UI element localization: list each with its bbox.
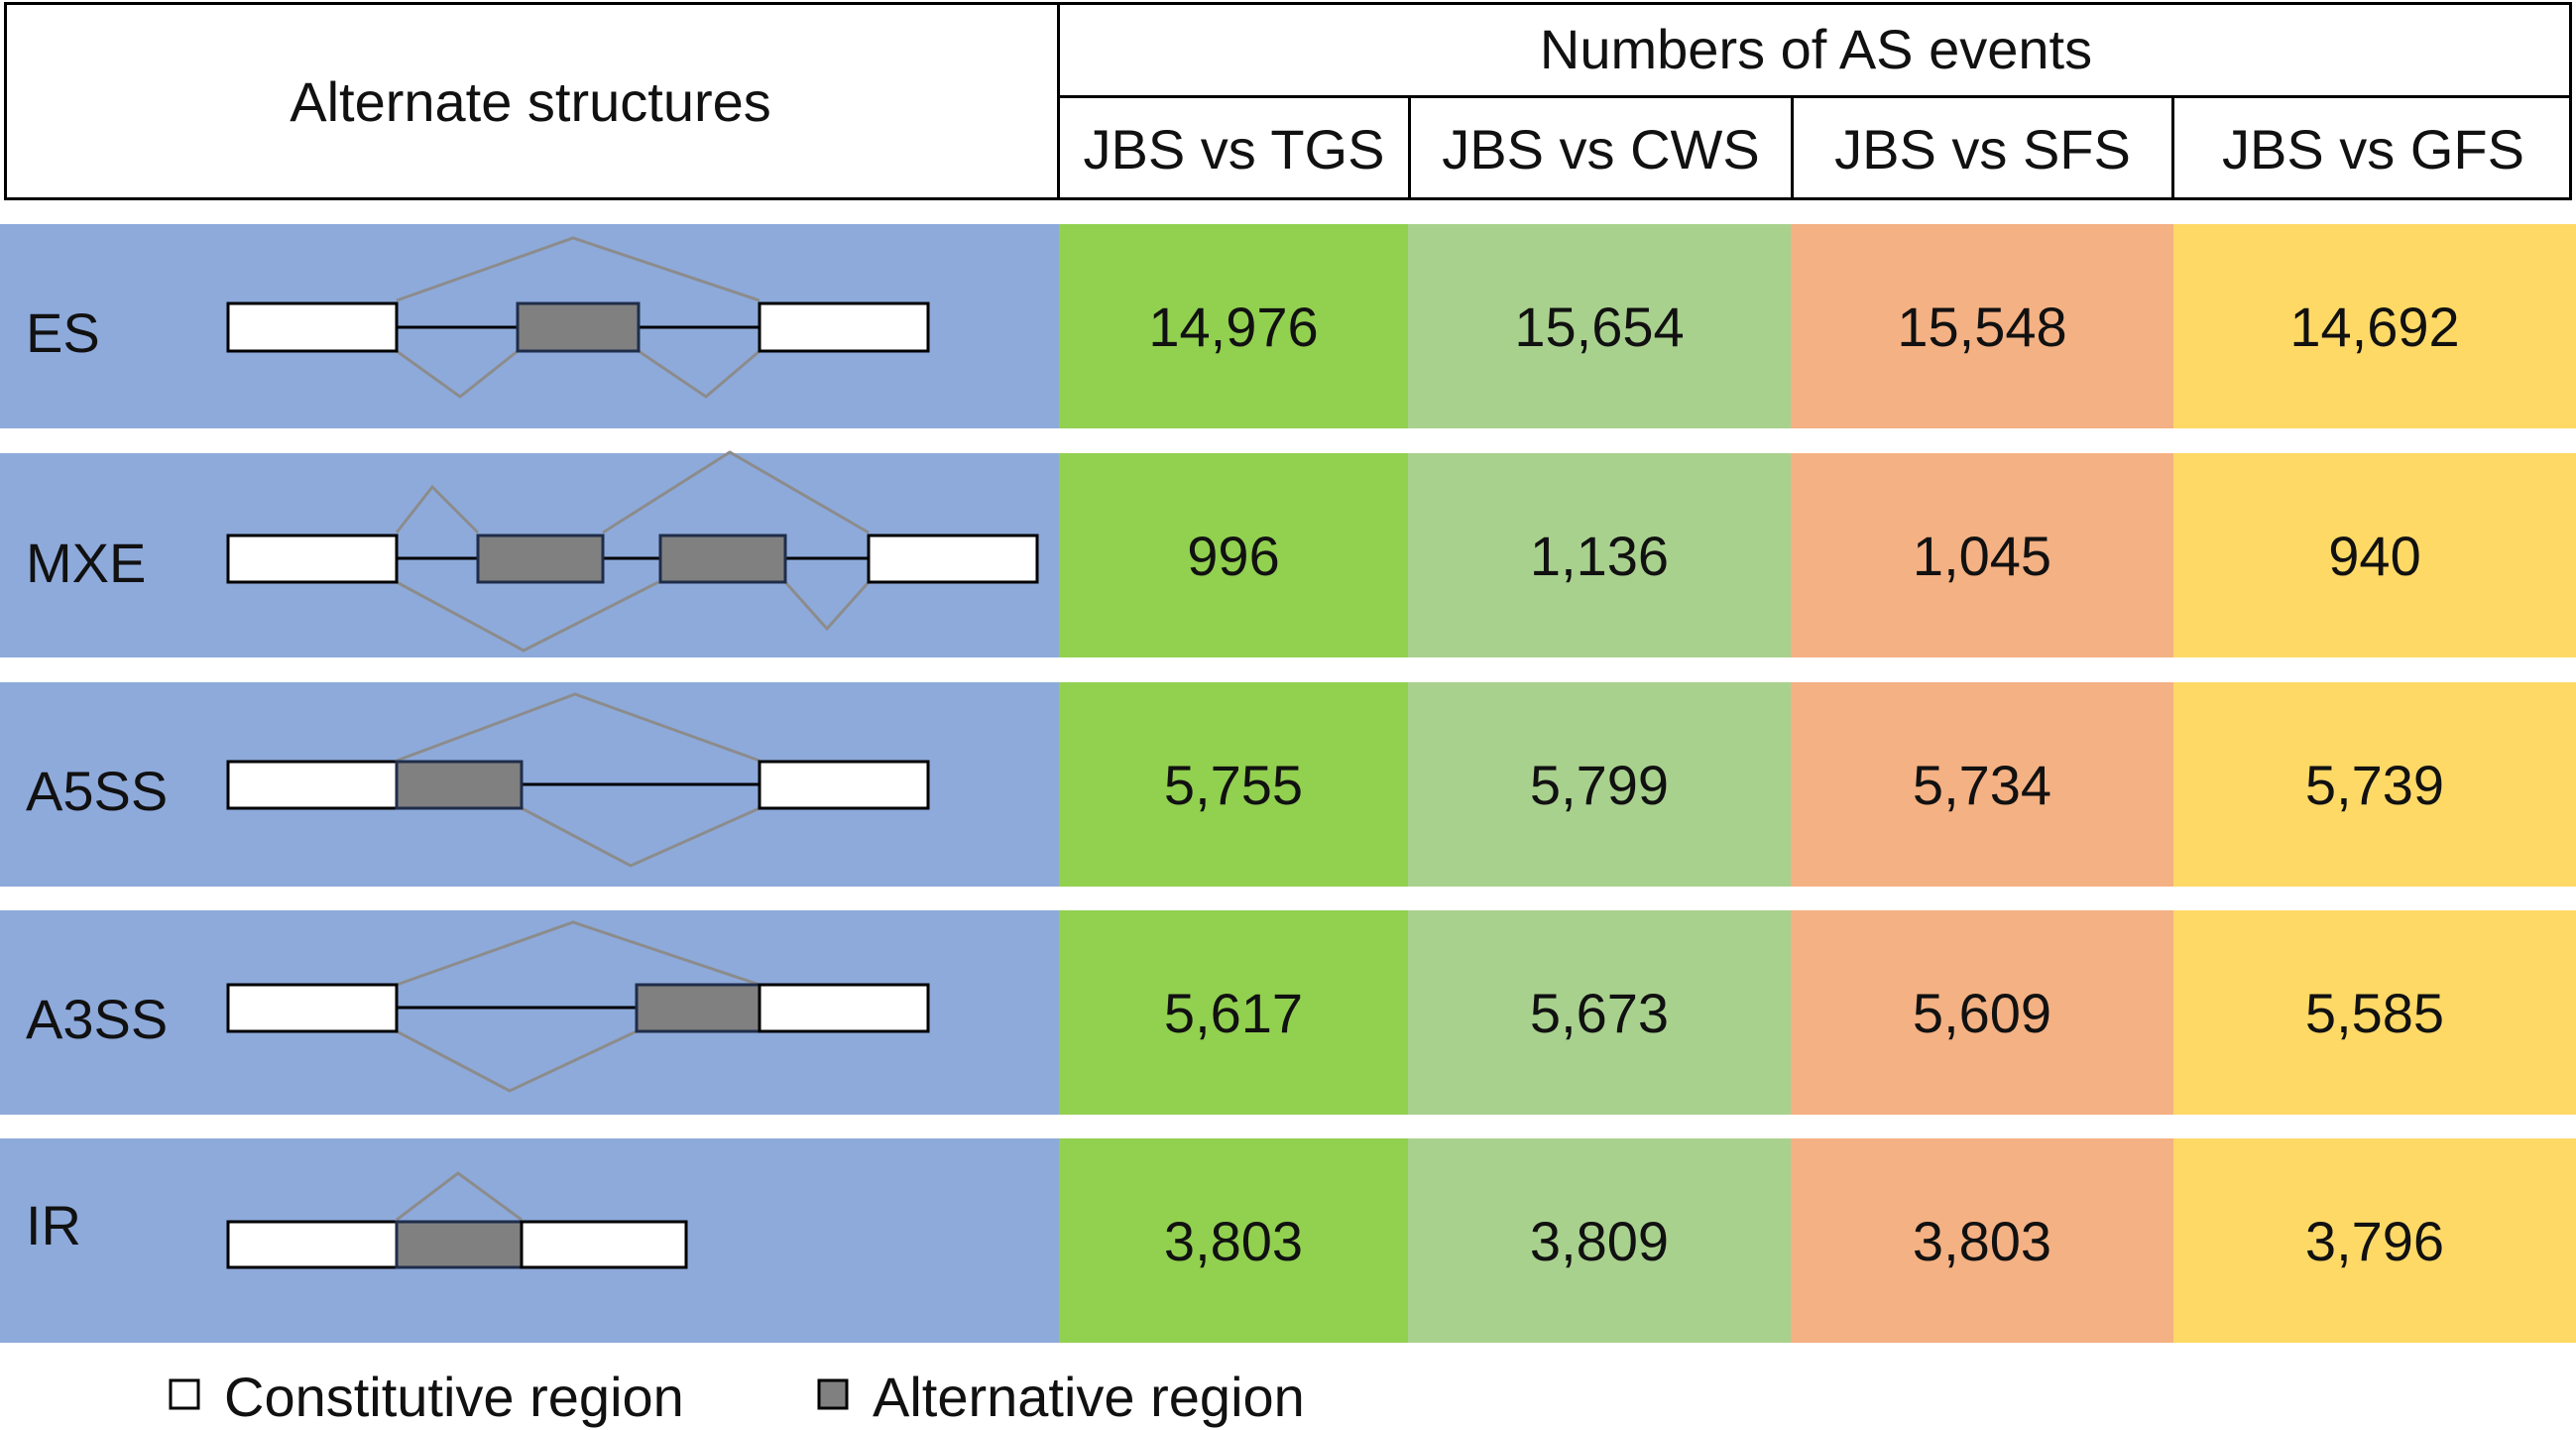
column-header-tgs: JBS vs TGS (1083, 118, 1385, 180)
column-header-sfs: JBS vs SFS (1834, 118, 2131, 180)
es-constitutive-exon-left (226, 301, 399, 353)
cell-mxe-sfs: 1,045 (1791, 453, 2173, 657)
cell-mxe-gfs: 940 (2173, 453, 2576, 657)
legend-alternative-label: Alternative region (873, 1366, 1305, 1428)
structures-title: Alternate structures (290, 69, 771, 133)
cell-a5ss-sfs: 5,734 (1791, 682, 2173, 887)
mxe-junction-lower-left (396, 580, 659, 653)
row-label-a5ss: A5SS (26, 759, 169, 822)
ir-junction-upper (396, 1171, 523, 1222)
row-label-mxe: MXE (26, 531, 147, 594)
es-inclusion-junction-upper (396, 236, 761, 302)
header-col-divider-1 (1408, 95, 1411, 200)
cell-mxe-cws: 1,136 (1408, 453, 1791, 657)
cell-a3ss-cws: 5,673 (1408, 910, 1791, 1115)
header-col-divider-3 (2171, 95, 2174, 200)
cell-ir-sfs: 3,803 (1791, 1138, 2173, 1343)
a5ss-constitutive-exon-right (758, 760, 930, 810)
es-constitutive-exon-right (758, 301, 930, 353)
column-header-cws: JBS vs CWS (1442, 118, 1760, 180)
mxe-alternative-exon-2 (658, 534, 787, 584)
mxe-junction-upper-left (395, 484, 480, 535)
cell-a3ss-sfs: 5,609 (1791, 910, 2173, 1115)
cell-es-gfs: 14,692 (2173, 224, 2576, 428)
cell-es-cws: 15,654 (1408, 224, 1791, 428)
a5ss-junction-upper (396, 692, 761, 763)
row-label-a3ss: A3SS (26, 987, 169, 1050)
header-col-divider-2 (1791, 95, 1794, 200)
legend-alternative-swatch (817, 1378, 849, 1410)
cell-a5ss-tgs: 5,755 (1059, 682, 1408, 887)
cell-a5ss-cws: 5,799 (1408, 682, 1791, 887)
header-box (4, 2, 2572, 200)
cell-a3ss-gfs: 5,585 (2173, 910, 2576, 1115)
cell-ir-gfs: 3,796 (2173, 1138, 2576, 1343)
es-junction-lower-left (396, 349, 519, 399)
cell-ir-tgs: 3,803 (1059, 1138, 1408, 1343)
cell-a5ss-gfs: 5,739 (2173, 682, 2576, 887)
row-label-es: ES (26, 300, 100, 364)
a3ss-constitutive-exon-left (226, 983, 399, 1033)
ir-retained-intron (395, 1220, 524, 1269)
cell-es-tgs: 14,976 (1059, 224, 1408, 428)
mxe-alternative-exon-1 (476, 534, 605, 584)
mxe-constitutive-exon-left (226, 534, 399, 584)
ir-diagram (226, 1171, 688, 1269)
cell-mxe-tgs: 996 (1059, 453, 1408, 657)
mxe-junction-upper-right (602, 450, 870, 535)
a5ss-constitutive-exon-left (226, 760, 399, 810)
cell-ir-cws: 3,809 (1408, 1138, 1791, 1343)
a5ss-alternative-region (395, 760, 524, 810)
mxe-diagram (226, 450, 1039, 653)
legend-constitutive-label: Constitutive region (224, 1366, 684, 1428)
a3ss-junction-lower (396, 1029, 638, 1093)
es-alternative-exon (516, 301, 641, 353)
es-diagram (226, 236, 930, 399)
a3ss-diagram (226, 920, 930, 1093)
a5ss-diagram (226, 692, 930, 868)
cell-es-sfs: 15,548 (1791, 224, 2173, 428)
column-header-gfs: JBS vs GFS (2222, 118, 2524, 180)
ir-constitutive-exon-right (520, 1220, 688, 1269)
legend-constitutive-swatch (169, 1378, 200, 1410)
mxe-constitutive-exon-right (867, 534, 1039, 584)
a3ss-alternative-region (635, 983, 761, 1033)
cell-a3ss-tgs: 5,617 (1059, 910, 1408, 1115)
events-title: Numbers of AS events (1539, 17, 2093, 80)
mxe-junction-lower-right (783, 581, 871, 632)
a5ss-junction-lower (521, 806, 761, 868)
a3ss-constitutive-exon-right (758, 983, 930, 1033)
es-junction-lower-right (638, 349, 761, 399)
row-label-ir: IR (26, 1193, 81, 1256)
ir-constitutive-exon-left (226, 1220, 399, 1269)
header-divider-horizontal (1057, 95, 2572, 98)
header-divider-vertical (1057, 2, 1060, 200)
a3ss-junction-upper (396, 920, 761, 987)
